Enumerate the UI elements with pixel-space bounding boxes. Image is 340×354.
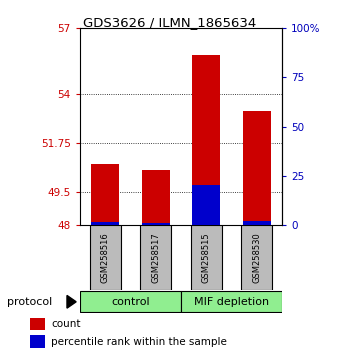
Bar (191, 225, 222, 290)
Bar (241, 225, 272, 290)
Bar (91, 222, 119, 225)
Text: GSM258516: GSM258516 (101, 232, 110, 283)
Polygon shape (67, 295, 76, 308)
Text: GSM258530: GSM258530 (252, 232, 261, 283)
Text: count: count (51, 319, 81, 329)
Bar (142, 170, 170, 225)
Bar (90, 225, 121, 290)
Bar (30, 318, 45, 330)
Text: percentile rank within the sample: percentile rank within the sample (51, 337, 227, 347)
Bar (181, 291, 282, 312)
Bar (142, 223, 170, 225)
Text: protocol: protocol (7, 297, 52, 307)
Text: GSM258517: GSM258517 (151, 232, 160, 283)
Text: MIF depletion: MIF depletion (194, 297, 269, 307)
Bar (91, 164, 119, 225)
Text: GDS3626 / ILMN_1865634: GDS3626 / ILMN_1865634 (83, 16, 257, 29)
Text: control: control (111, 297, 150, 307)
Bar (30, 335, 45, 348)
Text: GSM258515: GSM258515 (202, 232, 211, 283)
Bar (80, 291, 181, 312)
Bar (192, 55, 220, 225)
Bar (140, 225, 171, 290)
Bar (192, 185, 220, 225)
Bar (243, 111, 271, 225)
Bar (243, 221, 271, 225)
